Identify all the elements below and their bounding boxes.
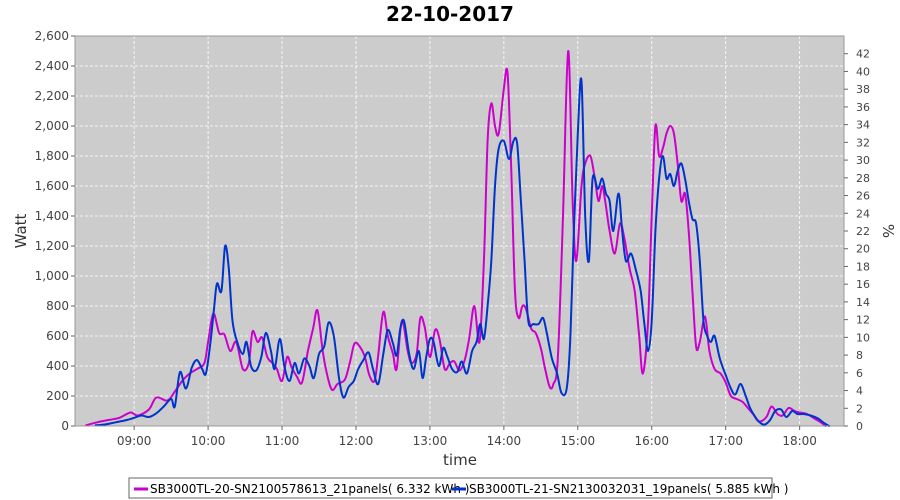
y2-tick-label: 36 (856, 101, 870, 114)
series-layer (85, 49, 831, 427)
x-tick-label: 17:00 (708, 434, 743, 448)
y-tick-label: 1,800 (35, 149, 69, 163)
x-tick-label: 16:00 (634, 434, 669, 448)
x-tick-label: 10:00 (191, 434, 226, 448)
y2-tick-label: 10 (856, 331, 870, 344)
legend-box (128, 477, 773, 499)
plot-area (75, 36, 844, 426)
x-tick-label: 15:00 (561, 434, 596, 448)
x-tick-label: 14:00 (487, 434, 522, 448)
x-tick-label: 13:00 (413, 434, 448, 448)
y2-tick-label: 14 (856, 296, 870, 309)
y-tick-label: 1,600 (35, 179, 69, 193)
y-tick-label: 1,200 (35, 239, 69, 253)
y-axis-ticks: 0 200 400 600 800 1,000 1,200 1,400 1,600 1,800 2,… (35, 29, 75, 433)
legend-label-2: SB3000TL-21-SN2130032031_19panels( 5.885… (469, 482, 788, 496)
y-tick-label: 1,400 (35, 209, 69, 223)
y2-tick-label: 26 (856, 190, 870, 203)
y-tick-label: 1,000 (35, 269, 69, 283)
y2-tick-label: 30 (856, 154, 870, 167)
y2-tick-label: 32 (856, 136, 870, 149)
y2-tick-label: 8 (856, 349, 863, 362)
y2-tick-label: 42 (856, 48, 870, 61)
y-tick-label: 2,200 (35, 89, 69, 103)
x-axis-ticks: 09:00 10:00 11:00 12:00 13:00 14:00 15:00 16:00… (117, 426, 817, 448)
legend-item-1: SB3000TL-20-SN2100578613_21panels( 6.332… (134, 482, 469, 496)
x-tick-label: 18:00 (782, 434, 817, 448)
y2-tick-label: 0 (856, 420, 863, 433)
y-tick-label: 2,400 (35, 59, 69, 73)
y2-tick-label: 2 (856, 402, 863, 415)
y-tick-label: 800 (46, 299, 69, 313)
y-axis-label: Watt (12, 213, 30, 248)
y2-tick-label: 16 (856, 278, 870, 291)
y2-tick-label: 28 (856, 172, 870, 185)
y2-tick-label: 22 (856, 225, 870, 238)
legend: SB3000TL-20-SN2100578613_21panels( 6.332… (128, 477, 788, 499)
y2-axis-label: % (879, 224, 897, 238)
x-tick-label: 09:00 (117, 434, 152, 448)
chart-title: 22-10-2017 (386, 2, 514, 26)
y2-tick-label: 24 (856, 207, 870, 220)
x-tick-label: 12:00 (339, 434, 374, 448)
y-tick-label: 200 (46, 389, 69, 403)
y-tick-label: 2,000 (35, 119, 69, 133)
series-line-2 (94, 77, 831, 427)
y-tick-label: 400 (46, 359, 69, 373)
x-axis-label: time (443, 451, 477, 469)
y2-tick-label: 34 (856, 119, 870, 132)
y2-tick-label: 38 (856, 83, 870, 96)
y2-tick-label: 6 (856, 367, 863, 380)
legend-label-1: SB3000TL-20-SN2100578613_21panels( 6.332… (150, 482, 469, 496)
y2-tick-label: 4 (856, 385, 863, 398)
y-tick-label: 600 (46, 329, 69, 343)
y2-tick-label: 18 (856, 260, 870, 273)
legend-item-2: SB3000TL-21-SN2130032031_19panels( 5.885… (452, 482, 788, 496)
y2-tick-label: 40 (856, 65, 870, 78)
y-tick-label: 2,600 (35, 29, 69, 43)
y2-tick-label: 12 (856, 314, 870, 327)
y-tick-label: 0 (61, 419, 69, 433)
x-tick-label: 11:00 (265, 434, 300, 448)
y2-tick-label: 20 (856, 243, 870, 256)
